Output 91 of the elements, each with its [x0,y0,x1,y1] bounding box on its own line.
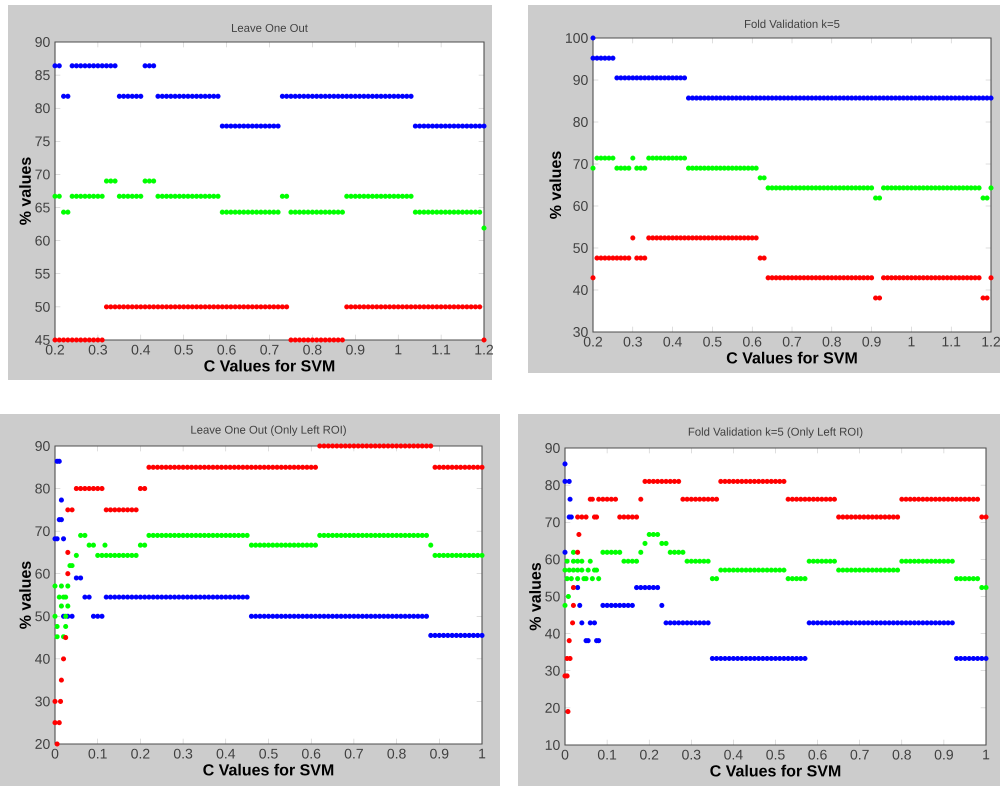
y-tick-label: 50 [35,302,50,312]
x-tick-label: 0.6 [302,748,320,759]
x-axis-title: C Values for SVM [726,352,857,364]
x-tick-label: 1 [908,336,915,346]
y-axis-title: % values [19,561,31,629]
x-tick-label: 0.8 [892,750,911,760]
x-tick-label: 0.5 [703,336,722,347]
x-tick-label: 1 [395,344,402,354]
x-tick-label: 0 [562,750,568,760]
x-tick-label: 0.9 [862,336,881,347]
x-tick-label: 1.1 [942,336,960,346]
chart-title: Fold Validation k=5 [744,20,840,28]
y-tick-label: 50 [545,592,560,602]
x-tick-label: 0.7 [344,748,363,759]
y-tick-label: 20 [545,702,560,713]
chart-title: Leave One Out (Only Left ROI) [191,425,346,436]
y-tick-label: 90 [35,37,50,47]
y-tick-label: 80 [573,117,588,127]
y-tick-label: 60 [545,554,560,564]
x-tick-label: 0.9 [934,750,953,760]
x-tick-label: 0.3 [682,750,700,760]
x-tick-label: 1.2 [982,336,1000,346]
x-tick-label: 0.8 [303,344,322,355]
x-tick-label: 1.1 [432,344,450,354]
y-tick-label: 70 [35,526,50,536]
y-tick-label: 100 [566,33,588,43]
y-tick-label: 30 [573,327,588,337]
x-tick-label: 0.8 [387,748,406,759]
x-tick-label: 0.8 [822,336,841,347]
chart-title: Leave One Out [232,24,308,32]
y-tick-label: 65 [35,202,50,213]
x-tick-label: 0.4 [216,748,236,759]
y-axis-title: % values [529,562,541,630]
x-tick-label: 0.2 [131,748,150,759]
x-tick-label: 0.7 [782,336,802,347]
y-tick-label: 45 [35,335,50,345]
x-tick-label: 0 [52,748,58,759]
y-tick-label: 85 [35,70,50,80]
y-axis-title: % values [19,157,31,225]
x-tick-label: 0.4 [724,750,743,760]
y-tick-label: 70 [545,517,560,528]
y-tick-label: 80 [35,103,50,114]
y-tick-label: 70 [35,169,50,180]
x-tick-label: 1 [479,748,486,758]
y-tick-label: 55 [35,268,50,279]
y-tick-label: 20 [35,739,50,749]
y-tick-label: 60 [35,236,50,246]
y-tick-label: 80 [545,480,560,490]
y-tick-label: 50 [573,243,588,253]
x-tick-label: 0.3 [174,748,192,759]
x-tick-label: 0.7 [850,750,869,760]
x-tick-label: 0.6 [808,750,827,760]
x-tick-label: 0.3 [624,336,642,347]
x-tick-label: 1.2 [475,344,494,354]
x-tick-label: 0.2 [584,336,602,347]
x-tick-label: 0.3 [88,344,108,355]
chart-title: Fold Validation k=5 (Only Left ROI) [688,427,862,438]
x-tick-label: 0.9 [346,344,364,355]
x-tick-label: 0.9 [430,748,448,759]
x-tick-label: 0.6 [743,336,762,347]
x-tick-label: 0.4 [663,336,682,347]
y-tick-label: 10 [546,740,560,750]
x-tick-label: 0.2 [46,344,64,355]
x-tick-label: 0.7 [260,344,279,355]
y-tick-label: 75 [35,136,50,146]
y-axis-title: % values [549,151,562,219]
y-tick-label: 60 [35,568,50,579]
x-tick-label: 0.5 [766,750,785,760]
x-tick-label: 0.1 [88,748,107,759]
x-tick-label: 0.2 [640,750,658,760]
x-tick-label: 0.1 [598,750,616,760]
x-axis-title: C Values for SVM [203,764,334,776]
y-tick-label: 80 [35,484,50,494]
y-tick-label: 40 [545,628,560,639]
y-tick-label: 60 [573,201,588,211]
y-tick-label: 90 [35,441,50,451]
x-tick-label: 0.6 [217,344,236,355]
y-tick-label: 90 [573,75,588,85]
x-tick-label: 0.5 [174,344,193,355]
y-tick-label: 70 [573,159,588,169]
x-tick-label: 1 [983,750,990,760]
y-tick-label: 40 [573,285,588,295]
y-tick-label: 30 [35,696,50,706]
y-tick-label: 30 [545,666,560,676]
x-axis-title: C Values for SVM [204,360,334,372]
x-tick-label: 0.4 [132,344,150,355]
y-tick-label: 90 [545,443,560,453]
x-tick-label: 0.5 [259,748,278,759]
y-tick-label: 50 [35,611,50,622]
y-tick-label: 40 [35,654,50,664]
x-axis-title: C Values for SVM [710,764,840,777]
